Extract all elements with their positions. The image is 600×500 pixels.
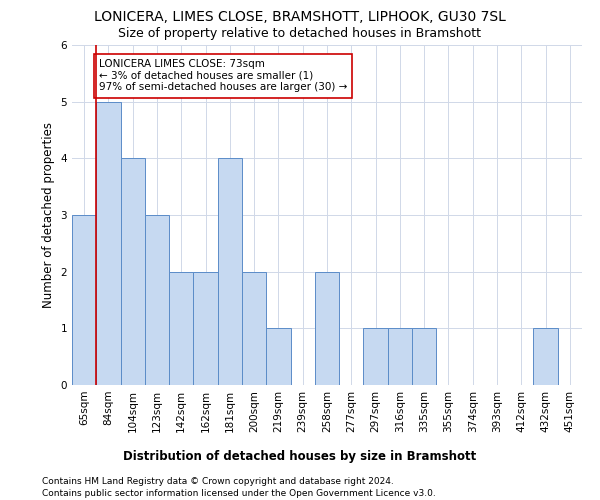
Bar: [364, 328, 388, 385]
Y-axis label: Number of detached properties: Number of detached properties: [42, 122, 55, 308]
Bar: [72, 215, 96, 385]
Bar: [218, 158, 242, 385]
Text: Distribution of detached houses by size in Bramshott: Distribution of detached houses by size …: [124, 450, 476, 463]
Bar: [96, 102, 121, 385]
Bar: [266, 328, 290, 385]
Text: LONICERA, LIMES CLOSE, BRAMSHOTT, LIPHOOK, GU30 7SL: LONICERA, LIMES CLOSE, BRAMSHOTT, LIPHOO…: [94, 10, 506, 24]
Bar: [169, 272, 193, 385]
Bar: [315, 272, 339, 385]
Bar: [121, 158, 145, 385]
Bar: [412, 328, 436, 385]
Text: LONICERA LIMES CLOSE: 73sqm
← 3% of detached houses are smaller (1)
97% of semi-: LONICERA LIMES CLOSE: 73sqm ← 3% of deta…: [99, 59, 347, 92]
Bar: [193, 272, 218, 385]
Bar: [242, 272, 266, 385]
Text: Contains HM Land Registry data © Crown copyright and database right 2024.: Contains HM Land Registry data © Crown c…: [42, 478, 394, 486]
Bar: [533, 328, 558, 385]
Text: Size of property relative to detached houses in Bramshott: Size of property relative to detached ho…: [119, 28, 482, 40]
Text: Contains public sector information licensed under the Open Government Licence v3: Contains public sector information licen…: [42, 489, 436, 498]
Bar: [388, 328, 412, 385]
Bar: [145, 215, 169, 385]
